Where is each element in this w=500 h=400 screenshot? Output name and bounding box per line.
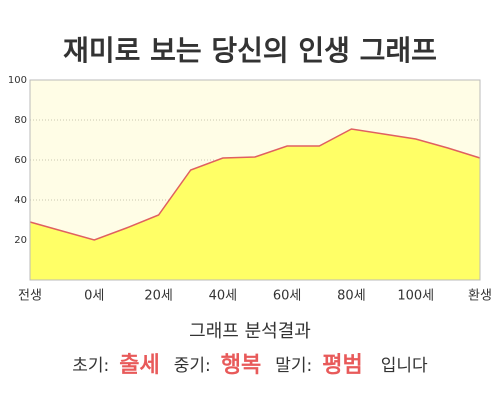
area xyxy=(30,129,480,280)
line xyxy=(29,128,481,241)
analysis-result: 초기: 출세 중기: 행복 말기: 평범 입니다 xyxy=(72,353,428,378)
x-tick-label: 60세 xyxy=(273,289,302,304)
result-value: 평범 xyxy=(322,353,362,378)
x-tick-label: 0세 xyxy=(84,289,104,304)
result-value: 행복 xyxy=(221,353,261,378)
x-tick-label: 80세 xyxy=(337,289,366,304)
x-tick-label: 100세 xyxy=(397,289,434,304)
result-label: 말기: xyxy=(275,356,312,376)
result-value: 출세 xyxy=(119,353,159,378)
x-tick-label: 전생 xyxy=(18,289,42,304)
result-ending: 입니다 xyxy=(381,356,428,376)
x-tick-label: 환생 xyxy=(468,289,492,304)
y-tick-label: 40 xyxy=(14,195,27,206)
x-tick-label: 40세 xyxy=(209,289,238,304)
y-tick-label: 20 xyxy=(14,235,27,246)
result-label: 초기: xyxy=(72,356,109,376)
y-tick-label: 100 xyxy=(8,75,27,86)
x-tick-label: 20세 xyxy=(144,289,173,304)
y-tick-label: 80 xyxy=(14,115,27,126)
y-tick-label: 60 xyxy=(14,155,27,166)
plot-border xyxy=(29,79,481,281)
result-label: 중기: xyxy=(174,356,211,376)
analysis-heading: 그래프 분석결과 xyxy=(189,321,311,342)
chart-title: 재미로 보는 당신의 인생 그래프 xyxy=(63,34,437,67)
